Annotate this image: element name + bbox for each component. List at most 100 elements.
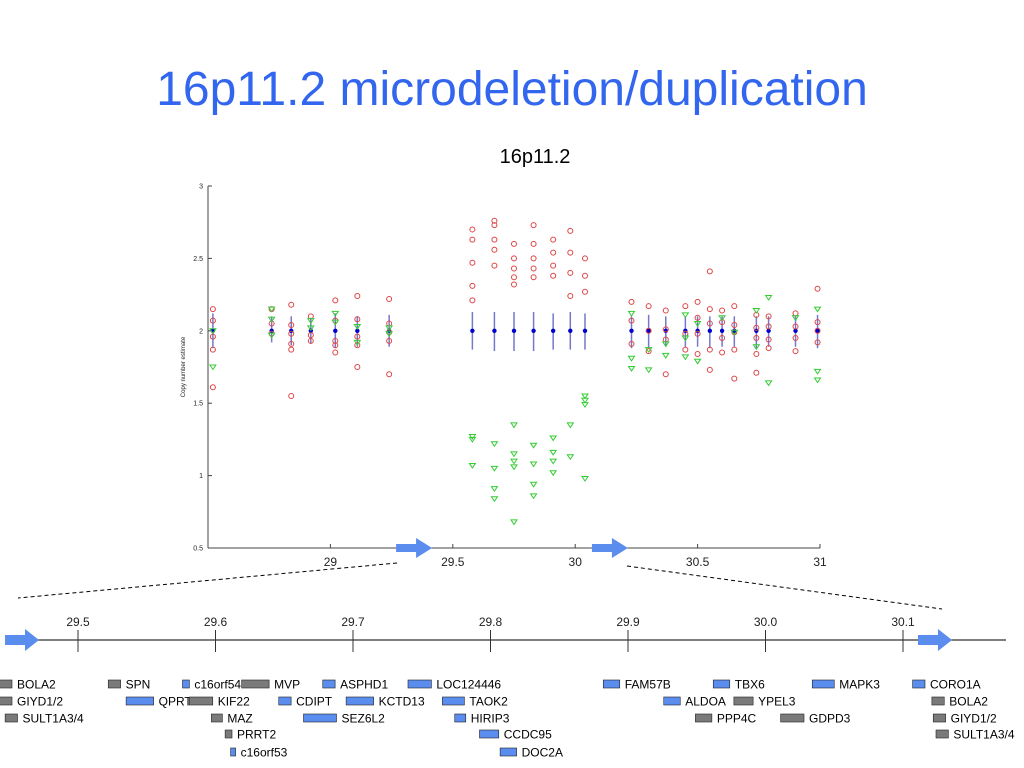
duplication-point <box>719 307 726 314</box>
x-tick-label: 29.5 <box>441 555 465 569</box>
duplication-point <box>550 272 557 279</box>
gene-box <box>4 713 18 723</box>
duplication-point <box>662 307 669 314</box>
deletion-point <box>566 422 575 429</box>
gene-label: GDPD3 <box>809 712 851 726</box>
mean-point <box>707 328 713 333</box>
gene-label: GIYD1/2 <box>17 695 63 709</box>
gene-box <box>125 696 154 706</box>
duplication-point <box>706 320 713 327</box>
duplication-point <box>792 348 799 355</box>
duplication-point <box>567 227 574 234</box>
zoom-line-right <box>626 565 943 610</box>
gene-box <box>499 747 517 757</box>
deletion-point <box>693 321 702 327</box>
deletion-point <box>306 325 315 332</box>
deletion-point <box>730 329 739 336</box>
duplication-point <box>491 262 498 269</box>
duplication-point <box>645 348 652 355</box>
gene-label: c16orf54 <box>194 678 241 692</box>
gene-box <box>780 713 805 723</box>
mean-point <box>511 328 517 333</box>
gene-box <box>479 729 500 739</box>
gene-label: ASPHD1 <box>340 678 388 692</box>
duplication-point <box>469 226 476 233</box>
gene-label: KCTD13 <box>379 695 425 709</box>
gene-label: MVP <box>274 678 300 692</box>
gene-label: BOLA2 <box>17 678 56 692</box>
gene-box <box>189 696 214 706</box>
deletion-point <box>490 496 499 503</box>
deletion-point <box>661 341 670 348</box>
gene-label: LOC124446 <box>436 678 501 692</box>
duplication-point <box>581 255 588 262</box>
deletion-point <box>468 436 477 443</box>
x-tick-label: 30.5 <box>686 555 710 569</box>
deletion-point <box>208 364 217 371</box>
gene-axis-label: 29.8 <box>479 615 503 629</box>
duplication-point <box>753 335 760 342</box>
duplication-point <box>288 322 295 329</box>
duplication-point <box>694 298 701 305</box>
duplication-point <box>719 349 726 356</box>
gene-box <box>931 696 945 706</box>
duplication-point <box>511 240 517 247</box>
deletion-point <box>208 328 217 335</box>
mean-point <box>531 328 536 333</box>
y-tick-label: 1 <box>199 473 203 480</box>
gene-box <box>733 696 754 706</box>
gene-box <box>932 713 946 723</box>
deletion-point <box>549 458 558 465</box>
duplication-point <box>765 345 772 352</box>
deletion-point <box>681 354 690 361</box>
y-tick-label: 2 <box>199 328 203 335</box>
gene-label: PPP4C <box>717 712 757 726</box>
duplication-point <box>706 306 713 313</box>
gene-box <box>107 679 121 689</box>
duplication-point <box>354 342 361 349</box>
deletion-point <box>549 435 558 442</box>
duplication-point <box>288 392 295 399</box>
mean-point <box>333 328 338 333</box>
deletion-point <box>627 365 636 372</box>
duplication-point <box>530 265 537 272</box>
deletion-point <box>331 319 340 326</box>
deletion-point <box>385 325 394 332</box>
gene-label: MAZ <box>227 712 252 726</box>
duplication-point <box>628 340 635 347</box>
duplication-point <box>307 332 314 339</box>
duplication-point <box>386 295 393 302</box>
gene-box <box>602 679 621 689</box>
gene-box <box>663 696 681 706</box>
duplication-point <box>288 330 295 337</box>
gene-box <box>0 696 13 706</box>
duplication-point <box>511 255 517 262</box>
deletion-point <box>764 380 773 387</box>
duplication-point <box>288 346 295 353</box>
gene-axis-label: 30.0 <box>754 615 778 629</box>
region-arrow <box>591 538 628 558</box>
gene-label: TAOK2 <box>469 695 508 709</box>
duplication-point <box>731 346 738 353</box>
gene-axis-label: 30.1 <box>891 615 915 629</box>
gene-box <box>278 696 292 706</box>
duplication-point <box>550 236 557 243</box>
deletion-point <box>353 339 362 346</box>
deletion-point <box>353 323 362 330</box>
gene-axis-arrow <box>5 629 39 651</box>
duplication-point <box>765 323 772 330</box>
gene-label: CORO1A <box>930 678 981 692</box>
gene-axis-label: 29.6 <box>204 615 228 629</box>
duplication-point <box>530 274 537 281</box>
mean-point <box>719 328 725 333</box>
duplication-point <box>731 303 738 310</box>
deletion-point <box>529 442 538 449</box>
gene-label: SEZ6L2 <box>342 712 386 726</box>
duplication-point <box>682 303 689 310</box>
duplication-point <box>469 297 476 304</box>
duplication-point <box>662 371 669 378</box>
deletion-point <box>718 315 727 322</box>
duplication-point <box>332 337 339 344</box>
deletion-point <box>681 335 690 342</box>
duplication-point <box>706 366 713 373</box>
